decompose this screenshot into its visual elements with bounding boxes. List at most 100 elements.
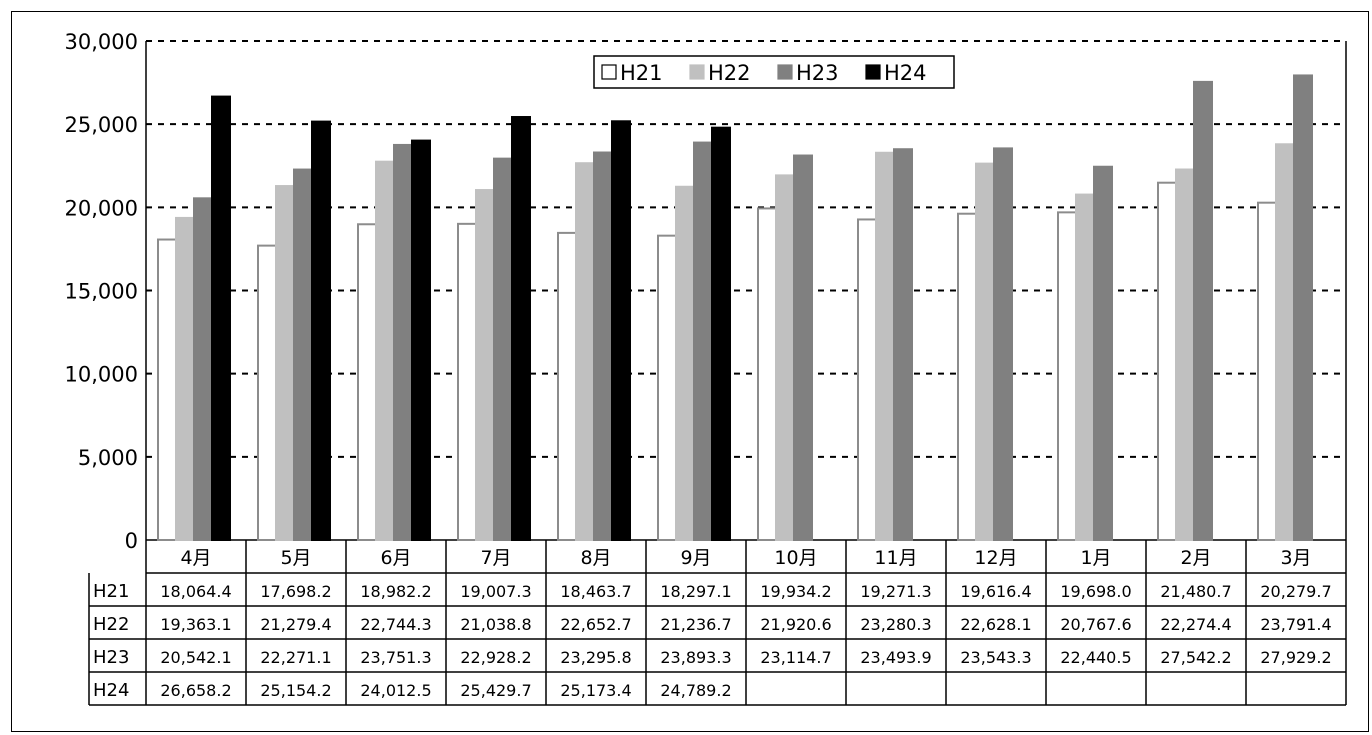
table-row-label: H21: [93, 581, 129, 602]
bar-h22-7: [775, 174, 795, 541]
data-label: 23,280.3: [860, 615, 931, 634]
bar-h23-4: [493, 157, 513, 542]
legend-label-h23: H23: [796, 61, 839, 85]
bar-h24-6: [711, 126, 731, 541]
data-label: 20,279.7: [1260, 582, 1331, 601]
x-tick-label: 9月: [680, 547, 711, 569]
legend-box: [593, 55, 955, 89]
legend-swatch-h24: [865, 64, 881, 80]
data-label: 23,791.4: [1260, 615, 1331, 634]
bar-h21-7: [757, 207, 777, 542]
bar-h23-2: [293, 168, 313, 541]
data-label: 27,542.2: [1160, 648, 1231, 667]
x-tick-label: 2月: [1180, 547, 1211, 569]
x-tick-label: 5月: [280, 547, 311, 569]
table-row-label: H22: [93, 614, 129, 635]
bar-h22-5: [575, 162, 595, 541]
data-label: 18,982.2: [360, 582, 431, 601]
data-label: 21,038.8: [460, 615, 531, 634]
bar-h21-2: [257, 244, 277, 541]
bar-h22-9: [975, 162, 995, 541]
legend-label-h22: H22: [708, 61, 751, 85]
bar-h23-5: [593, 151, 613, 542]
bar-h21-10: [1057, 211, 1077, 541]
bar-h23-9: [993, 147, 1013, 541]
data-label: 19,934.2: [760, 582, 831, 601]
data-label: 23,893.3: [660, 648, 731, 667]
table-row-label: H24: [93, 680, 129, 701]
data-label: 20,767.6: [1060, 615, 1131, 634]
chart-frame: [11, 11, 1369, 732]
bar-h23-11: [1193, 80, 1213, 541]
x-tick-label: 6月: [380, 547, 411, 569]
data-label: 22,652.7: [560, 615, 631, 634]
data-label: 23,295.8: [560, 648, 631, 667]
bar-h21-9: [957, 212, 977, 542]
data-label: 19,616.4: [960, 582, 1031, 601]
y-tick-label: 15,000: [65, 280, 138, 304]
data-label: 19,363.1: [160, 615, 231, 634]
x-tick-label: 10月: [774, 547, 817, 569]
x-tick-label: 12月: [974, 547, 1017, 569]
y-tick-label: 0: [125, 529, 138, 553]
data-label: 22,928.2: [460, 648, 531, 667]
y-tick-label: 10,000: [65, 363, 138, 387]
data-label: 25,154.2: [260, 681, 331, 700]
legend-label-h21: H21: [620, 61, 663, 85]
data-label: 18,463.7: [560, 582, 631, 601]
bar-h22-11: [1175, 168, 1195, 542]
legend-swatch-h23: [777, 64, 793, 80]
bar-h21-11: [1157, 181, 1177, 542]
data-label: 26,658.2: [160, 681, 231, 700]
data-label: 21,236.7: [660, 615, 731, 634]
bar-h22-1: [175, 216, 195, 542]
data-label: 19,698.0: [1060, 582, 1131, 601]
data-label: 24,789.2: [660, 681, 731, 700]
bar-h22-6: [675, 185, 695, 542]
data-label: 19,271.3: [860, 582, 931, 601]
data-label: 27,929.2: [1260, 648, 1331, 667]
bar-h22-10: [1075, 193, 1095, 541]
bar-h23-7: [793, 154, 813, 542]
y-tick-label: 5,000: [78, 446, 138, 470]
bar-h24-2: [311, 120, 331, 541]
bar-h23-3: [393, 143, 413, 541]
bar-h21-4: [457, 222, 477, 541]
bar-h24-3: [411, 139, 431, 542]
bar-h22-8: [875, 151, 895, 542]
x-tick-label: 8月: [580, 547, 611, 569]
bar-h21-1: [157, 238, 177, 541]
data-label: 22,440.5: [1060, 648, 1131, 667]
x-tick-label: 7月: [480, 547, 511, 569]
data-label: 19,007.3: [460, 582, 531, 601]
data-label: 22,274.4: [1160, 615, 1231, 634]
bar-h23-10: [1093, 165, 1113, 541]
bar-h23-6: [693, 141, 713, 542]
data-label: 25,173.4: [560, 681, 631, 700]
bar-h22-12: [1275, 143, 1295, 541]
data-label: 21,920.6: [760, 615, 831, 634]
bar-h24-4: [511, 116, 531, 542]
x-tick-label: 11月: [874, 547, 917, 569]
data-label: 18,064.4: [160, 582, 231, 601]
data-label: 20,542.1: [160, 648, 231, 667]
table-row-label: H23: [93, 647, 129, 668]
bar-h23-8: [893, 148, 913, 541]
data-label: 21,279.4: [260, 615, 331, 634]
data-label: 24,012.5: [360, 681, 431, 700]
bar-h21-3: [357, 223, 377, 542]
x-tick-label: 1月: [1080, 547, 1111, 569]
data-label: 23,751.3: [360, 648, 431, 667]
bar-h23-12: [1293, 74, 1313, 541]
x-tick-label: 3月: [1280, 547, 1311, 569]
x-tick-label: 4月: [180, 547, 211, 569]
data-label: 25,429.7: [460, 681, 531, 700]
legend-label-h24: H24: [884, 61, 927, 85]
bar-h21-12: [1257, 201, 1277, 541]
bar-h24-5: [611, 120, 631, 542]
bar-h23-1: [193, 197, 213, 541]
y-tick-label: 25,000: [65, 113, 138, 137]
data-label: 23,543.3: [960, 648, 1031, 667]
legend-swatch-h22: [689, 64, 705, 80]
